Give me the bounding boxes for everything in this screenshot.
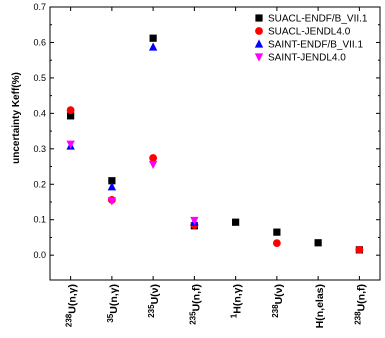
- legend-label-2: SUACL-JENDL4.0: [268, 27, 351, 38]
- y-tick-label: 0.7: [33, 2, 46, 12]
- category-text: U(ν): [273, 284, 285, 304]
- legend-label-4: SAINT-JENDL4.0: [268, 53, 346, 64]
- legend-label-1: SUACL-ENDF/B_VII.1: [268, 14, 368, 25]
- data-point-series-2: [355, 245, 364, 254]
- category-superscript: 238: [353, 311, 362, 325]
- data-point-series-1: [273, 228, 281, 236]
- category-superscript: 235: [188, 311, 197, 325]
- data-point-series-1: [108, 177, 116, 185]
- data-point-series-1: [314, 239, 322, 247]
- category-text: U(n,γ): [108, 284, 120, 314]
- category-superscript: 238: [271, 304, 280, 318]
- category-superscript: 1: [230, 313, 239, 318]
- data-point-series-2: [66, 106, 75, 115]
- legend-marker-3: [254, 39, 264, 48]
- y-tick-label: 0.3: [33, 144, 46, 154]
- data-point-series-2: [149, 154, 158, 162]
- x-category-label: 235U(n,f): [188, 284, 202, 325]
- x-category-label: 1H(n,γ): [230, 284, 244, 318]
- x-category-label: 238U(n,γ): [65, 284, 79, 327]
- category-superscript: 235: [147, 304, 156, 318]
- category-text: H(n,γ): [232, 284, 244, 314]
- category-text: U(n,γ): [67, 284, 79, 314]
- x-category-label: H(n,elas): [314, 284, 326, 328]
- data-point-series-1: [232, 218, 240, 226]
- y-axis-label: uncertainty Keff(%): [11, 72, 22, 164]
- category-superscript: 238: [65, 313, 74, 327]
- x-category-label: 35U(n,γ): [106, 284, 120, 323]
- plot-frame: [49, 6, 381, 281]
- legend-marker-4: [254, 53, 264, 62]
- data-point-series-1: [149, 34, 157, 42]
- axes: [49, 6, 381, 281]
- x-axis-ticks: 238U(n,γ)35U(n,γ) 235U(ν)235U(n,f)1H(n,γ)…: [65, 7, 367, 328]
- y-tick-label: 0.0: [33, 250, 46, 260]
- category-text: U(ν): [149, 284, 161, 304]
- category-superscript: 35: [106, 313, 115, 322]
- data-point-series-4: [190, 216, 199, 226]
- legend: SUACL-ENDF/B_VII.1 SUACL-JENDL4.0 SAINT-EN…: [254, 14, 368, 64]
- legend-marker-2: [255, 27, 263, 35]
- data-point-series-4: [148, 160, 158, 170]
- legend-label-3: SAINT-ENDF/B_VII.1: [268, 40, 363, 51]
- category-text: H(n,elas): [314, 284, 326, 328]
- y-tick-label: 0.2: [33, 179, 46, 189]
- x-category-label: 235U(ν): [147, 284, 161, 318]
- category-text: U(n,f): [190, 284, 202, 311]
- y-tick-label: 0.5: [33, 73, 46, 83]
- data-point-series-3: [148, 42, 158, 51]
- data-points: [66, 34, 364, 254]
- legend-marker-1: [255, 14, 263, 22]
- y-tick-label: 0.1: [33, 215, 46, 225]
- y-tick-label: 0.6: [33, 37, 46, 47]
- x-category-label: 238U(n,f): [353, 284, 367, 325]
- data-point-series-4: [107, 197, 117, 206]
- data-point-series-3: [107, 182, 117, 191]
- category-text: U(n,f): [355, 284, 367, 311]
- data-point-series-2: [272, 239, 281, 248]
- x-category-label: 238U(ν): [271, 284, 285, 318]
- y-tick-label: 0.4: [33, 108, 46, 118]
- y-axis-ticks: 0.0 0.1 0.2 0.3 0.4 0.5 0.6 0.7: [33, 2, 380, 260]
- data-point-series-4: [66, 140, 75, 149]
- data-point-series-1: [67, 112, 75, 120]
